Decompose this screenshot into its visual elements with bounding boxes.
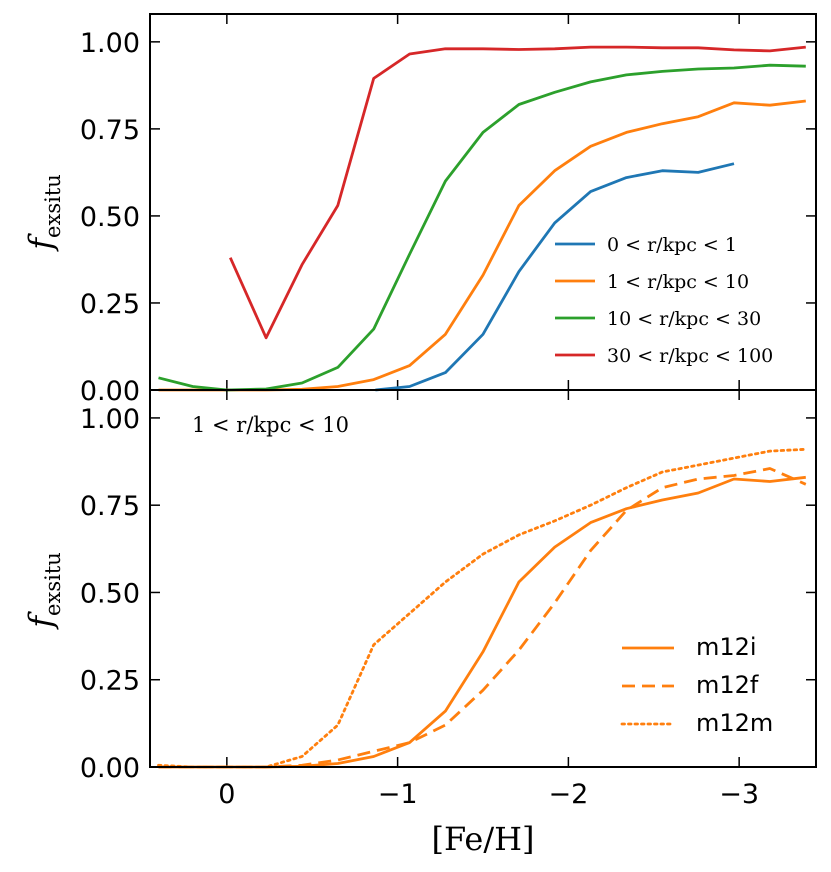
bottom-xtick-label: −1 [378,779,418,810]
top-legend-label: 10 < r/kpc < 30 [607,308,761,330]
bottom-xlabel: [Fe/H] [431,820,534,858]
top-ytick-label: 0.00 [80,376,140,407]
panel-top: 0.00 0.25 0.50 0.75 1.00 0 < r/kpc < 1 1 < r/… [22,13,817,407]
bottom-ytick-label: 0.75 [80,491,140,522]
top-legend-label: 0 < r/kpc < 1 [607,234,737,256]
bottom-ytick-label: 1.00 [80,404,140,435]
top-ytick-label: 1.00 [80,28,140,59]
bottom-legend-label: m12f [696,671,759,699]
top-ytick-label: 0.75 [80,115,140,146]
top-legend: 0 < r/kpc < 1 1 < r/kpc < 10 10 < r/kpc < … [555,234,773,367]
bottom-xtick-label: −2 [548,779,588,810]
bottom-axes-frame [149,389,817,768]
bottom-legend-label: m12m [696,709,773,737]
top-legend-label: 30 < r/kpc < 100 [607,345,773,367]
bottom-ylabel: fexsitu [22,552,65,630]
top-ytick-label: 0.50 [80,202,140,233]
panel-bottom: 0.000.250.500.751.00 0 −1 −2 −3 m12im12fm12… [22,389,817,858]
bottom-legend: m12i m12f m12m [620,633,773,737]
bottom-ytick-label: 0.00 [80,753,140,784]
top-ylabel: fexsitu [22,174,65,252]
top-series-line [229,45,806,340]
top-series-line [375,162,735,392]
bottom-xtick-label: 0 [218,779,235,810]
bottom-annotation: 1 < r/kpc < 10 [192,413,349,437]
top-series-group [158,45,806,392]
bottom-xtick-label: −3 [719,779,759,810]
top-legend-label: 1 < r/kpc < 10 [607,271,749,293]
top-ytick-label: 0.25 [80,289,140,320]
bottom-ytick-label: 0.50 [80,578,140,609]
bottom-ylabel-sub: exsitu [41,552,65,616]
bottom-ytick-label: 0.25 [80,666,140,697]
top-ylabel-sub: exsitu [41,174,65,238]
bottom-legend-label: m12i [696,633,757,661]
